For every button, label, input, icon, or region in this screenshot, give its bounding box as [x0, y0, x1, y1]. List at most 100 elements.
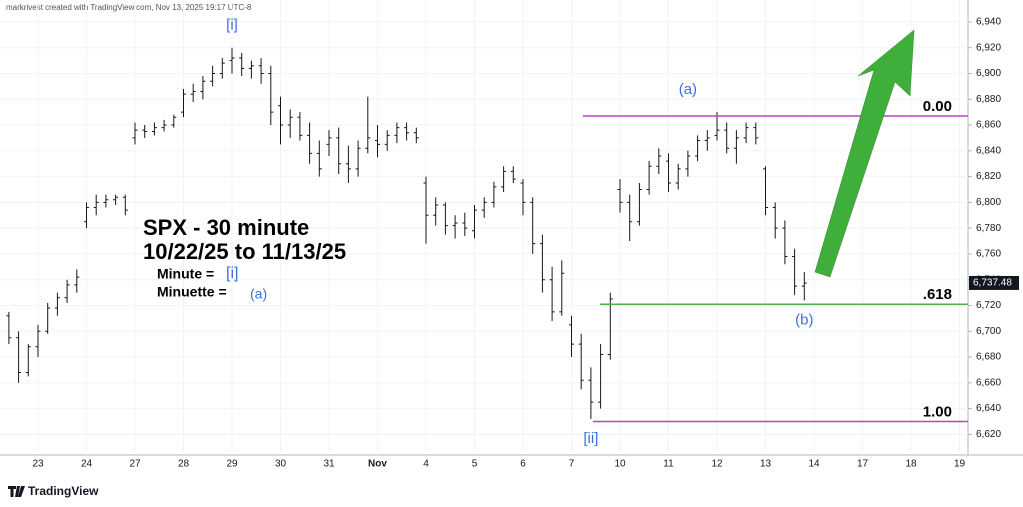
legend-tag: (a) [250, 286, 267, 302]
ohlc-bar [6, 311, 12, 345]
chart-subtitle: 10/22/25 to 11/13/25 [143, 239, 346, 264]
ohlc-bar [588, 367, 594, 419]
ohlc-bar [84, 202, 89, 229]
ohlc-bar [530, 197, 536, 254]
y-tick-label: 6,900 [976, 68, 1001, 79]
x-tick-label: 10 [614, 459, 626, 470]
y-tick-label: 6,700 [976, 326, 1001, 337]
legend-tag: [i] [226, 265, 238, 282]
ohlc-bar [113, 194, 119, 205]
ohlc-bar [326, 130, 332, 156]
y-tick-label: 6,780 [976, 223, 1001, 234]
x-tick-label: 17 [857, 459, 869, 470]
labels: 6,6206,6406,6606,6806,7006,7206,7406,760… [32, 17, 1019, 470]
ohlc-bar [617, 179, 623, 213]
ohlc-bar [685, 150, 691, 177]
x-tick-label: 30 [275, 459, 287, 470]
x-tick-label: 13 [760, 459, 772, 470]
ohlc-bar [132, 122, 138, 145]
x-tick-label: 12 [711, 459, 723, 470]
wave-label: (b) [795, 311, 813, 328]
ohlc-bar [520, 179, 526, 216]
ohlc-bar [181, 88, 186, 118]
ohlc-bar [442, 202, 448, 235]
ohlc-bar [636, 183, 642, 226]
ohlc-bar [307, 122, 313, 164]
y-tick-label: 6,660 [976, 377, 1001, 388]
ohlc-bar [25, 344, 31, 377]
ohlc-bar [16, 331, 22, 383]
arrow [814, 29, 915, 278]
y-tick-label: 6,800 [976, 197, 1001, 208]
x-tick-label: 29 [226, 459, 238, 470]
chart-title: SPX - 30 minute [143, 215, 309, 240]
ohlc-bar [792, 248, 798, 296]
ohlc-bar [423, 176, 429, 244]
ohlc-bar [287, 109, 293, 138]
ohlc-bar [248, 60, 254, 79]
legend-text: Minute = [157, 266, 214, 282]
y-tick-label: 6,940 [976, 17, 1001, 28]
ohlc-bar [375, 125, 380, 158]
ohlc-bar [501, 166, 507, 193]
brand-logo [8, 486, 25, 497]
wave-label: [i] [226, 17, 238, 34]
x-tick-label: 28 [178, 459, 190, 470]
ohlc-bar [704, 130, 710, 151]
ohlc-bar [452, 215, 458, 239]
bars [6, 47, 807, 419]
last-price-label: 6,737.48 [973, 278, 1012, 289]
ohlc-bar [161, 119, 167, 132]
ohlc-bar [743, 122, 749, 144]
x-tick-label: 11 [663, 459, 674, 470]
x-tick-label: 7 [569, 459, 575, 470]
ohlc-bar [578, 333, 584, 390]
x-tick-label: 31 [323, 459, 335, 470]
ohlc-bar [656, 148, 662, 175]
ohlc-bar [297, 112, 303, 141]
ohlc-bar [772, 202, 778, 239]
header: markrivest created with TradingView.com,… [6, 3, 252, 12]
ohlc-bar [510, 166, 516, 184]
ohlc-bar [733, 130, 739, 164]
y-tick-label: 6,620 [976, 429, 1001, 440]
grid [0, 0, 972, 455]
fib-label: 1.00 [923, 403, 952, 420]
ohlc-bar [491, 181, 497, 208]
x-tick-label: 27 [129, 459, 141, 470]
ohlc-bar [229, 47, 235, 74]
x-tick-label: 23 [32, 459, 44, 470]
y-tick-label: 6,640 [976, 403, 1001, 414]
x-tick-label: 6 [520, 459, 526, 470]
ohlc-bar [122, 194, 128, 216]
ohlc-bar [258, 58, 264, 84]
wave-label: (a) [679, 81, 697, 98]
ohlc-bar [675, 163, 681, 190]
ohlc-bar [569, 315, 574, 358]
ohlc-bar [433, 197, 439, 226]
levels [583, 115, 968, 423]
fib-label: 0.00 [923, 98, 952, 115]
brand-name: TradingView [28, 484, 99, 498]
ohlc-bar [714, 112, 720, 141]
fib-label: .618 [923, 286, 952, 303]
ohlc-bar [316, 140, 322, 177]
ohlc-bar [64, 279, 70, 303]
ohlc-bar [627, 194, 633, 242]
x-tick-label: 5 [472, 459, 478, 470]
ohlc-bar [695, 135, 701, 162]
y-tick-label: 6,840 [976, 145, 1001, 156]
ohlc-bar [35, 324, 41, 358]
ohlc-bar [219, 58, 225, 79]
ohlc-bar [404, 122, 410, 141]
ohlc-bar [462, 212, 468, 236]
y-tick-label: 6,860 [976, 120, 1001, 131]
ohlc-bar [239, 52, 245, 77]
ohlc-bar [151, 122, 157, 136]
ohlc-bar [54, 292, 60, 316]
ohlc-bar [345, 145, 351, 184]
ohlc-bar [93, 194, 99, 216]
ohlc-bar [355, 140, 361, 177]
ohlc-bar [559, 260, 565, 316]
